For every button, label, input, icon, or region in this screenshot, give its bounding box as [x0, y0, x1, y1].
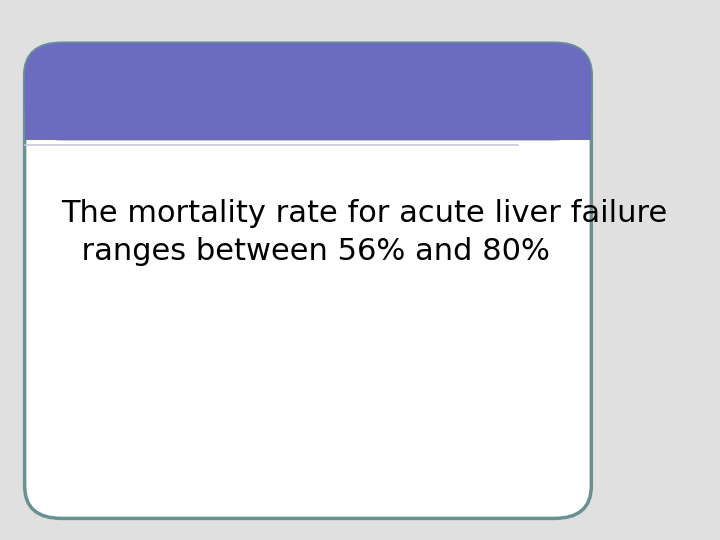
- FancyBboxPatch shape: [24, 43, 591, 140]
- FancyBboxPatch shape: [24, 43, 591, 518]
- Bar: [24, 92, 591, 140]
- Text: The mortality rate for acute liver failure
  ranges between 56% and 80%: The mortality rate for acute liver failu…: [62, 199, 668, 266]
